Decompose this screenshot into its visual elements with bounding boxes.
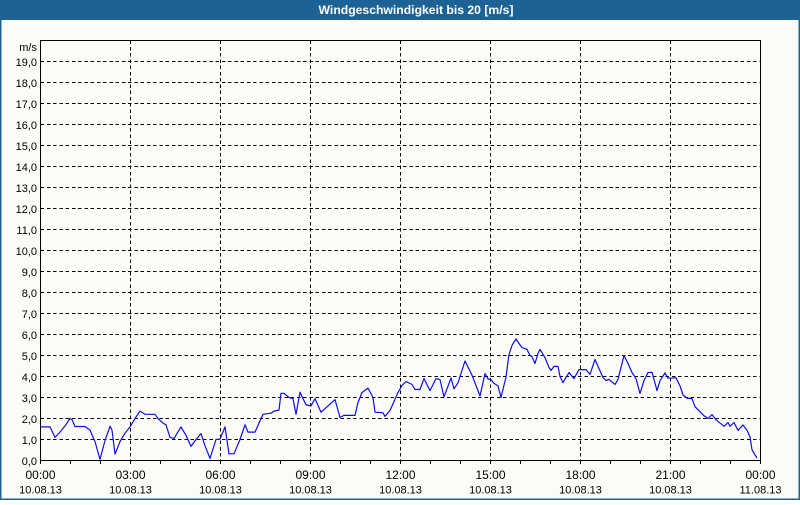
svg-text:03:00: 03:00	[115, 468, 145, 482]
svg-text:1,0: 1,0	[22, 435, 37, 447]
svg-text:10.08.13: 10.08.13	[559, 485, 602, 497]
svg-text:7,0: 7,0	[22, 309, 37, 321]
svg-text:09:00: 09:00	[295, 468, 325, 482]
svg-text:13,0: 13,0	[16, 183, 37, 195]
svg-text:18,0: 18,0	[16, 78, 37, 90]
svg-text:11,0: 11,0	[16, 225, 37, 237]
svg-text:17,0: 17,0	[16, 99, 37, 111]
svg-text:21:00: 21:00	[655, 468, 685, 482]
svg-text:5,0: 5,0	[22, 351, 37, 363]
svg-text:6,0: 6,0	[22, 330, 37, 342]
svg-text:00:00: 00:00	[25, 468, 55, 482]
svg-text:12,0: 12,0	[16, 204, 37, 216]
svg-text:10.08.13: 10.08.13	[649, 485, 692, 497]
svg-text:19,0: 19,0	[16, 57, 37, 69]
svg-text:10,0: 10,0	[16, 246, 37, 258]
svg-text:3,0: 3,0	[22, 393, 37, 405]
svg-text:18:00: 18:00	[565, 468, 595, 482]
svg-text:15,0: 15,0	[16, 141, 37, 153]
svg-text:10.08.13: 10.08.13	[199, 485, 242, 497]
svg-text:10.08.13: 10.08.13	[19, 485, 62, 497]
svg-text:m/s: m/s	[19, 42, 37, 54]
svg-text:11.08.13: 11.08.13	[739, 485, 781, 497]
svg-text:2,0: 2,0	[22, 414, 37, 426]
svg-text:9,0: 9,0	[22, 267, 37, 279]
svg-text:0,0: 0,0	[22, 456, 37, 468]
svg-text:Windgeschwindigkeit bis 20 [m/: Windgeschwindigkeit bis 20 [m/s]	[319, 3, 514, 17]
svg-text:00:00: 00:00	[745, 468, 775, 482]
svg-text:06:00: 06:00	[205, 468, 235, 482]
svg-text:16,0: 16,0	[16, 120, 37, 132]
svg-text:10.08.13: 10.08.13	[109, 485, 152, 497]
svg-text:10.08.13: 10.08.13	[379, 485, 422, 497]
svg-text:10.08.13: 10.08.13	[289, 485, 332, 497]
svg-text:15:00: 15:00	[475, 468, 505, 482]
svg-text:8,0: 8,0	[22, 288, 37, 300]
svg-text:14,0: 14,0	[16, 162, 37, 174]
svg-text:10.08.13: 10.08.13	[469, 485, 512, 497]
svg-text:12:00: 12:00	[385, 468, 415, 482]
svg-text:4,0: 4,0	[22, 372, 37, 384]
